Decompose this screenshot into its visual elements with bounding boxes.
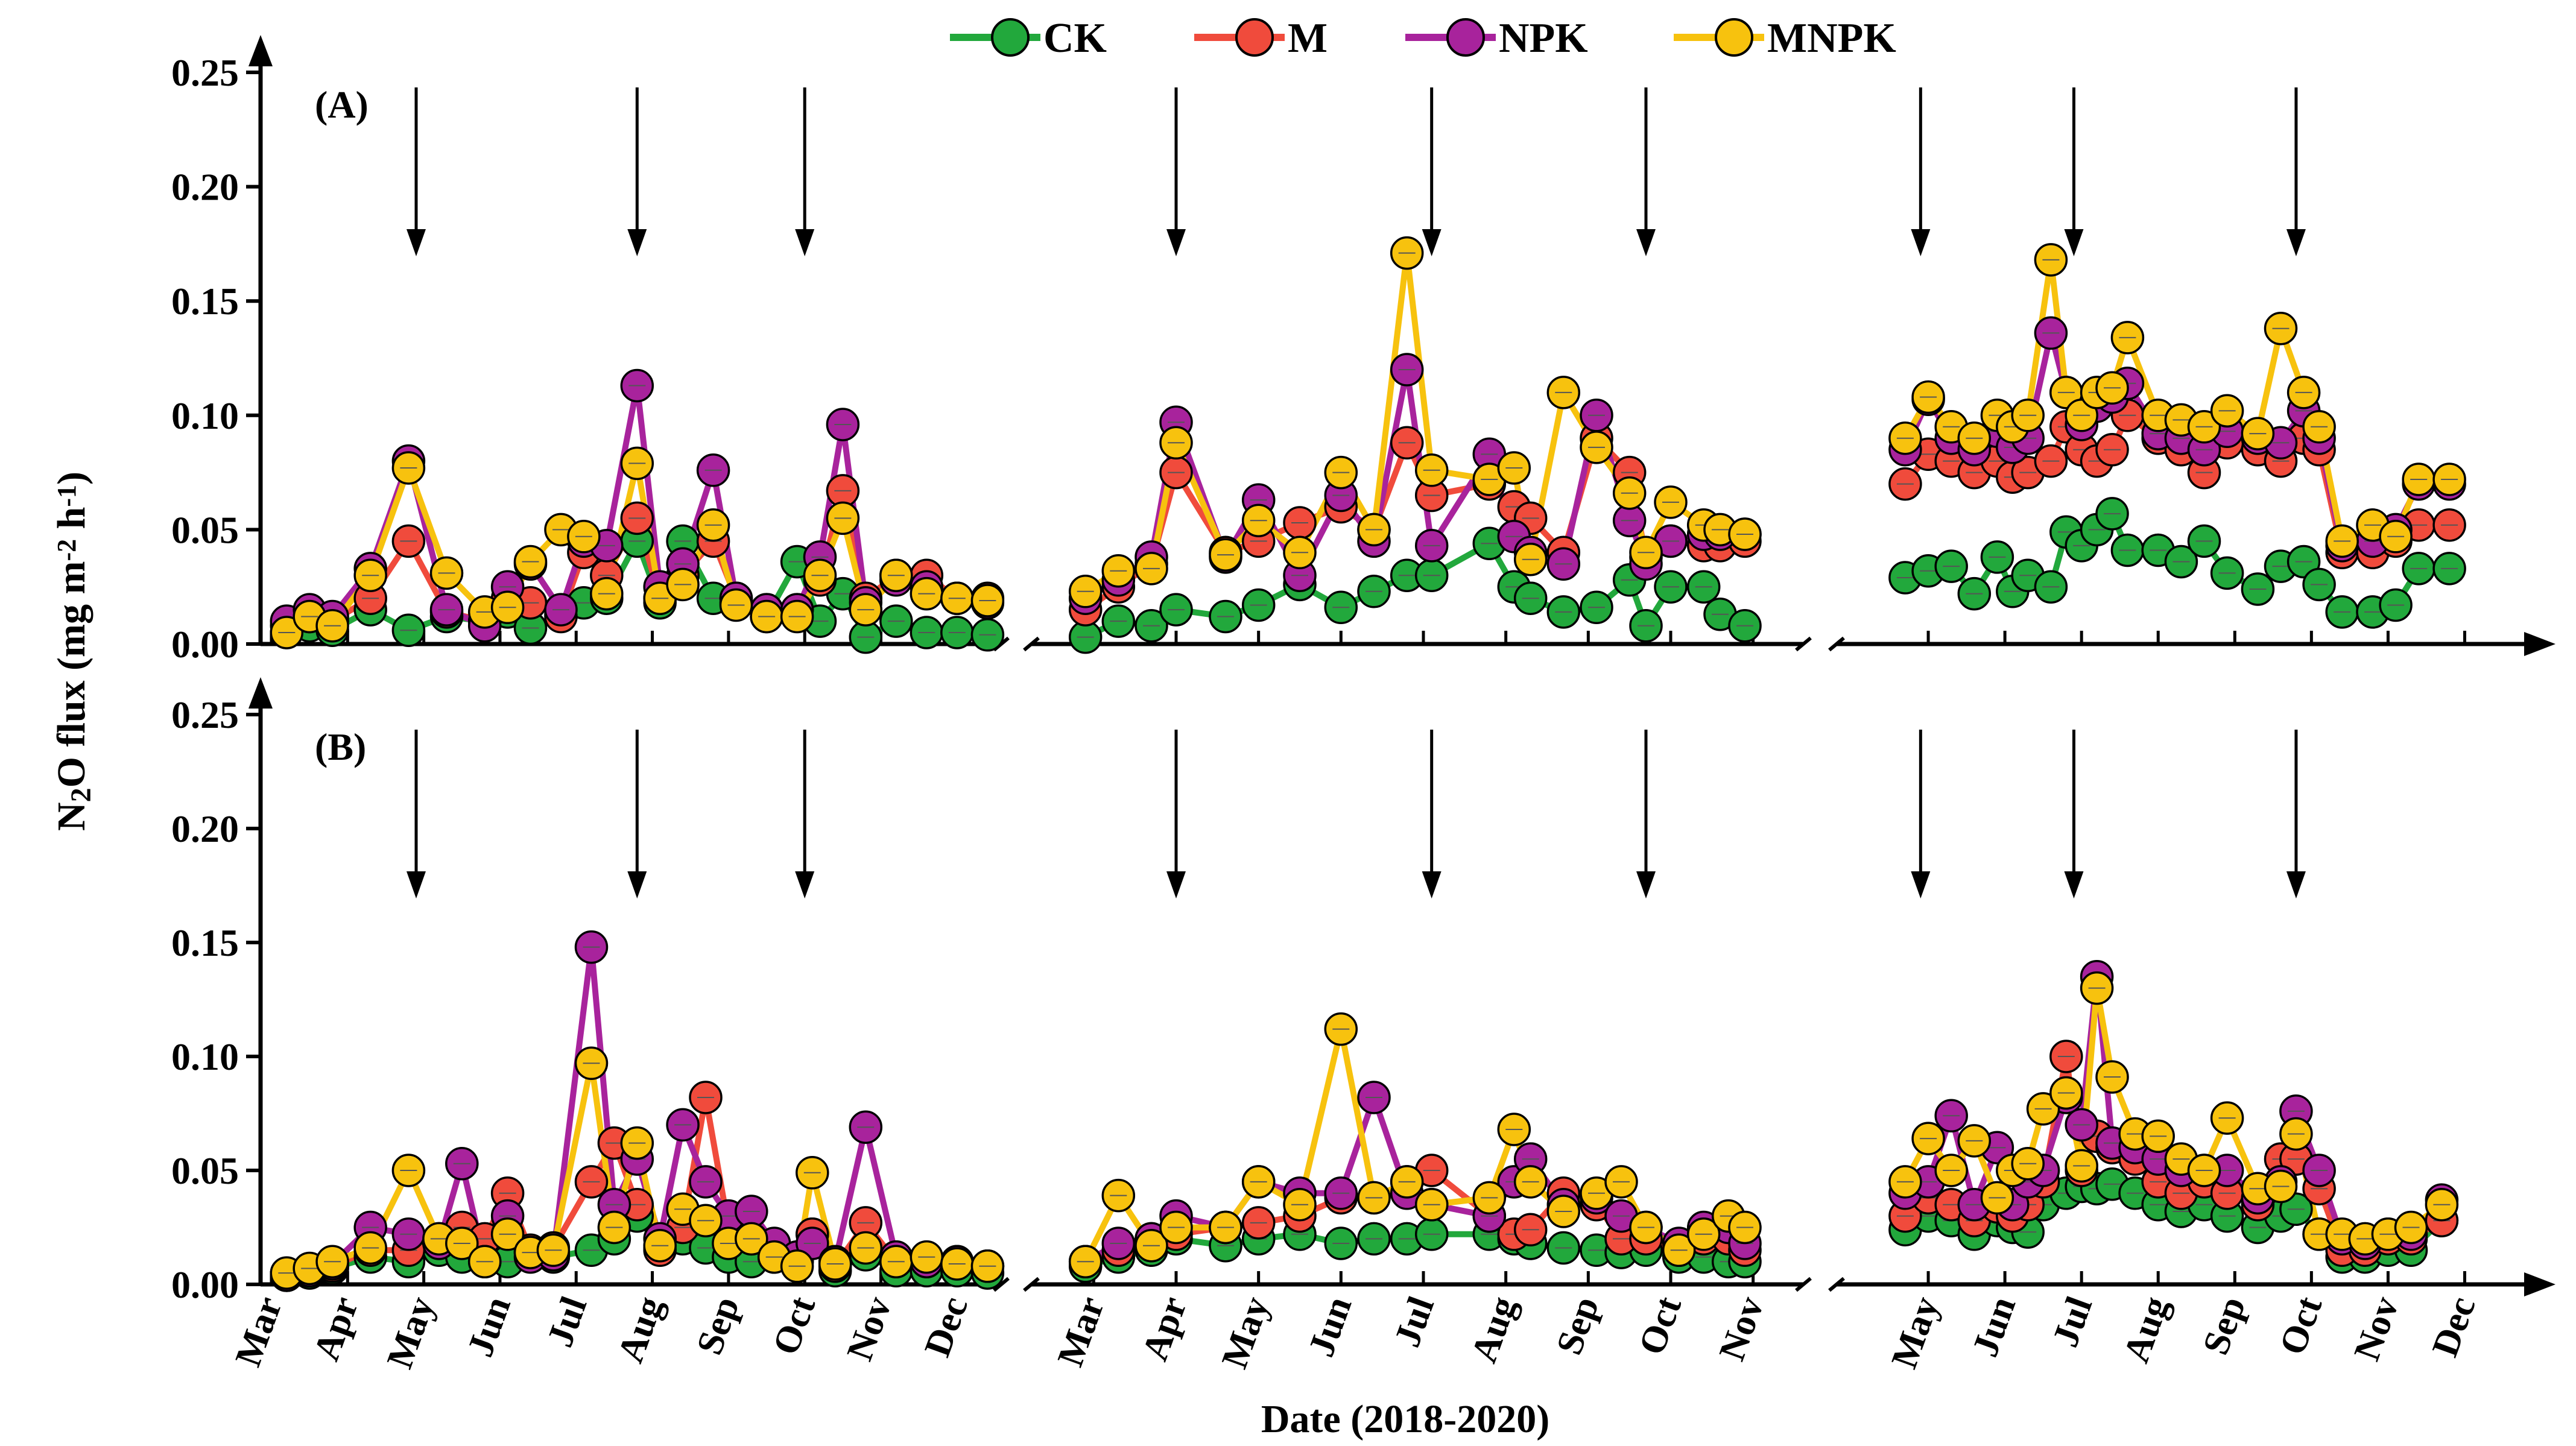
y-tick-label: 0.15 [171, 921, 239, 964]
axis-break [1023, 636, 1040, 652]
segment-2019: Mar Apr May Jun Jul Aug Sep Oct Nov [1050, 730, 1772, 1374]
x-tick-label: Apr [1135, 1292, 1195, 1366]
fertilization-arrowhead [627, 229, 647, 256]
x-tick-label: Apr [306, 1292, 366, 1366]
fertilization-arrowhead [1911, 871, 1931, 898]
y-tick-label: 0.05 [171, 1149, 239, 1192]
x-tick-label: Sep [2195, 1292, 2254, 1360]
panels: 0.000.050.100.150.200.25(A)0.000.050.100… [171, 35, 2555, 1374]
fertilization-arrowhead [2286, 229, 2306, 256]
legend-label: NPK [1499, 15, 1588, 62]
y-tick-label: 0.25 [171, 51, 239, 94]
fertilization-arrowhead [627, 871, 647, 898]
legend-item-mnpk: MNPK [1674, 15, 1896, 62]
x-tick-label: Dec [917, 1292, 976, 1362]
panel-label: (A) [315, 83, 369, 126]
x-tick-label: Dec [2425, 1292, 2484, 1362]
series-line-mnpk [1084, 250, 1745, 595]
legend-label: MNPK [1767, 15, 1896, 62]
segment-2020: May Jun Jul Aug Sep Oct Nov Dec [1884, 730, 2484, 1374]
fertilization-arrowhead [795, 871, 815, 898]
x-tick-label: Jul [1387, 1292, 1442, 1353]
fertilization-arrowhead [1911, 229, 1931, 256]
legend-item-npk: NPK [1405, 15, 1588, 62]
axis-break [1023, 1277, 1040, 1292]
x-tick-label: Oct [765, 1291, 823, 1360]
fertilization-arrowhead [1422, 229, 1441, 256]
x-tick-label: Jun [460, 1292, 519, 1362]
x-axis-arrow [2524, 632, 2555, 656]
y-tick-label: 0.15 [171, 280, 239, 323]
axis-break [1795, 1277, 1812, 1292]
y-tick-label: 0.10 [171, 1035, 239, 1078]
axis-break [1795, 636, 1812, 652]
segment-2018: Mar Apr May Jun Jul Aug Sep Oct Nov Dec [227, 730, 1005, 1374]
y-tick-label: 0.20 [171, 166, 239, 209]
x-tick-label: Nov [2346, 1292, 2407, 1366]
series-line-mnpk [1902, 256, 2450, 545]
panel-label: (B) [315, 725, 366, 768]
panel-b: 0.000.050.100.150.200.25(B)Mar Apr May Jun J… [171, 677, 2555, 1374]
panel-a: 0.00 0.05 0.10 0.15 0.20 0.25 (A) [171, 35, 2555, 666]
x-axis-title: Date (2018-2020) [1261, 1397, 1549, 1441]
fertilization-arrowhead [2286, 871, 2306, 898]
x-tick-label: Jul [539, 1292, 595, 1353]
fertilization-arrowhead [1166, 871, 1186, 898]
y-tick-label: 0.00 [171, 623, 239, 666]
fertilization-arrowhead [1166, 229, 1186, 256]
x-tick-label: Mar [1050, 1292, 1113, 1372]
fertilization-arrowhead [407, 871, 426, 898]
x-axis-arrow [2524, 1272, 2555, 1296]
fertilization-arrowhead [1422, 871, 1441, 898]
fertilization-arrowhead [1636, 871, 1656, 898]
x-tick-label: Sep [1549, 1292, 1607, 1360]
x-tick-label: Jun [1300, 1292, 1359, 1362]
segment-2020 [1888, 87, 2466, 644]
legend: CK M NPK MNPK [950, 15, 1896, 62]
segment-2018 [270, 87, 1005, 654]
fertilization-arrowhead [2064, 229, 2084, 256]
x-tick-label: Aug [2116, 1292, 2177, 1368]
legend-label: M [1288, 15, 1328, 62]
y-tick-label: 0.20 [171, 807, 239, 850]
legend-item-m: M [1194, 15, 1328, 62]
legend-label: CK [1043, 15, 1107, 62]
y-tick-label: 0.25 [171, 693, 239, 736]
legend-marker [1715, 18, 1753, 57]
fertilization-arrowhead [795, 229, 815, 256]
axis-break [993, 1277, 1010, 1292]
series-line-ck [1084, 1231, 1745, 1269]
x-tick-label: Nov [1711, 1292, 1771, 1366]
legend-marker [991, 18, 1030, 57]
y-tick-label: 0.05 [171, 508, 239, 551]
legend-item-ck: CK [950, 15, 1107, 62]
axis-break [1828, 1277, 1845, 1292]
axis-break [1828, 636, 1845, 652]
legend-marker [1446, 18, 1485, 57]
y-tick-label: 0.00 [171, 1263, 239, 1306]
fertilization-arrowhead [407, 229, 426, 256]
y-tick-label: 0.10 [171, 394, 239, 437]
x-tick-label: May [379, 1292, 443, 1374]
x-tick-label: Sep [689, 1292, 747, 1360]
fertilization-arrowhead [2064, 871, 2084, 898]
x-tick-label: Jul [2045, 1292, 2100, 1353]
x-tick-label: Aug [1463, 1292, 1525, 1368]
x-tick-label: Aug [610, 1292, 671, 1368]
fertilization-arrowhead [1636, 229, 1656, 256]
legend-marker [1235, 18, 1274, 57]
segment-2019 [1068, 87, 1762, 654]
y-axis-arrow [248, 677, 273, 709]
x-tick-label: Nov [839, 1292, 899, 1366]
x-tick-label: May [1884, 1292, 1947, 1374]
x-tick-label: Oct [1631, 1291, 1689, 1360]
y-axis-arrow [248, 35, 273, 66]
x-tick-label: May [1214, 1292, 1277, 1374]
y-axis-title: N2O flux (mg m-2 h-1) [49, 472, 97, 831]
x-tick-label: Jun [1964, 1292, 2024, 1362]
series-line-ck [1084, 540, 1747, 640]
x-tick-label: Oct [2272, 1291, 2331, 1360]
